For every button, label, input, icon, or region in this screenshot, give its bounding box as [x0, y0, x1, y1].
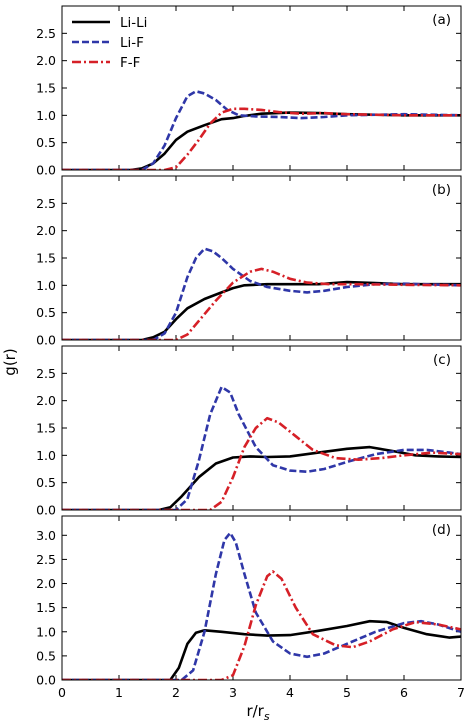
- y-tick-label: 1.0: [36, 278, 56, 293]
- y-tick-label: 2.5: [36, 366, 56, 381]
- panel-label: (d): [432, 522, 451, 538]
- x-axis-title: r/rs: [246, 702, 269, 723]
- y-tick-label: 1.0: [36, 448, 56, 463]
- y-tick-label: 0.5: [36, 475, 56, 490]
- series-line-f-f: [62, 570, 461, 680]
- panel-label: (a): [432, 12, 451, 28]
- series-line-li-f: [62, 385, 461, 510]
- series-line-li-li: [62, 619, 461, 680]
- x-tick-label: 5: [343, 685, 351, 700]
- panel-label: (c): [433, 352, 451, 368]
- series-group: [62, 531, 461, 680]
- y-tick-label: 0.0: [36, 503, 56, 518]
- panel-a: 0.0 0.5 1.0 1.5 2.0 2.5 (a) Li-Li Li-F F-F: [36, 5, 462, 178]
- y-tick-label: 2.0: [36, 576, 56, 591]
- y-tick-label: 0.5: [36, 135, 56, 150]
- series-line-li-li: [62, 280, 461, 340]
- panel-d: 0.0 0.5 1.0 1.5 2.0 2.5 3.0 0 1 2 3 4 5 6 7 (d): [36, 515, 465, 700]
- panel-c: 0.0 0.5 1.0 1.5 2.0 2.5 (c): [36, 345, 462, 518]
- y-tick-label: 0.0: [36, 673, 56, 688]
- y-axis-title: g(r): [1, 348, 19, 375]
- y-tick-label: 3.0: [36, 528, 56, 543]
- y-tick-label: 0.5: [36, 648, 56, 663]
- legend-label: Li-F: [120, 35, 144, 51]
- y-tick-label: 1.5: [36, 81, 56, 96]
- y-tick-label: 1.5: [36, 600, 56, 615]
- series-line-f-f: [62, 267, 461, 340]
- x-tick-label: 0: [58, 685, 66, 700]
- series-line-f-f: [62, 416, 461, 510]
- y-tick-label: 1.5: [36, 251, 56, 266]
- x-tick-label: 2: [172, 685, 180, 700]
- y-tick-label: 0.5: [36, 305, 56, 320]
- plot-frame: [61, 345, 462, 511]
- y-tick-label: 2.0: [36, 53, 56, 68]
- panels: 0.0 0.5 1.0 1.5 2.0 2.5 (a) Li-Li Li-F F-F 0.0 0.5 1…: [36, 5, 465, 700]
- series-line-li-li: [62, 445, 461, 510]
- series-group: [62, 90, 461, 170]
- x-axis-title-subscript: s: [264, 710, 270, 723]
- x-tick-label: 6: [400, 685, 408, 700]
- y-tick-label: 2.0: [36, 223, 56, 238]
- x-tick-label: 4: [286, 685, 294, 700]
- y-tick-label: 2.5: [36, 26, 56, 41]
- plot-frame: [61, 175, 462, 341]
- legend-label: Li-Li: [120, 15, 147, 31]
- y-tick-label: 2.5: [36, 196, 56, 211]
- legend: Li-Li Li-F F-F: [72, 15, 147, 71]
- y-tick-label: 2.5: [36, 552, 56, 567]
- x-tick-label: 3: [229, 685, 237, 700]
- plot-frame: [61, 515, 462, 681]
- series-group: [62, 385, 461, 510]
- y-tick-label: 1.0: [36, 624, 56, 639]
- y-tick-label: 1.0: [36, 108, 56, 123]
- series-line-li-f: [62, 90, 461, 170]
- y-tick-label: 1.5: [36, 421, 56, 436]
- x-tick-label: 1: [115, 685, 123, 700]
- series-line-f-f: [62, 107, 461, 170]
- panel-b: 0.0 0.5 1.0 1.5 2.0 2.5 (b): [36, 175, 462, 348]
- y-tick-label: 0.0: [36, 333, 56, 348]
- series-group: [62, 247, 461, 340]
- series-line-li-li: [62, 111, 461, 170]
- y-tick-label: 0.0: [36, 163, 56, 178]
- x-tick-label: 7: [457, 685, 465, 700]
- series-line-li-f: [62, 247, 461, 340]
- plot-frame: [61, 5, 462, 171]
- y-tick-label: 2.0: [36, 393, 56, 408]
- series-line-li-f: [62, 531, 461, 680]
- panel-label: (b): [432, 182, 451, 198]
- x-axis-title-main: r/r: [246, 702, 264, 720]
- legend-label: F-F: [120, 55, 140, 71]
